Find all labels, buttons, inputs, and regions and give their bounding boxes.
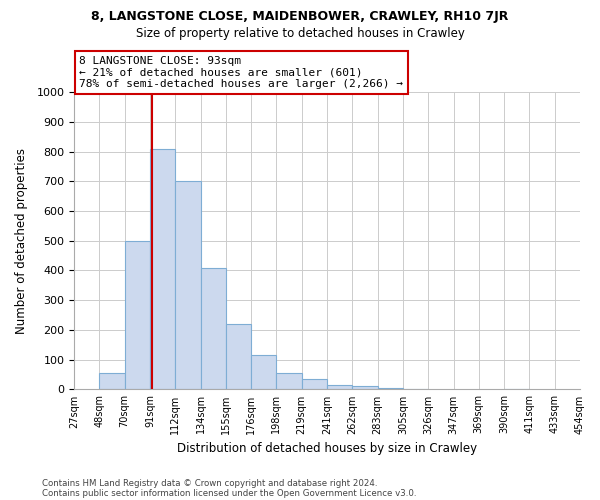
X-axis label: Distribution of detached houses by size in Crawley: Distribution of detached houses by size … [177,442,477,455]
Y-axis label: Number of detached properties: Number of detached properties [15,148,28,334]
Bar [403,389,428,390]
Text: Contains HM Land Registry data © Crown copyright and database right 2024.: Contains HM Land Registry data © Crown c… [42,478,377,488]
Text: 8 LANGSTONE CLOSE: 93sqm
← 21% of detached houses are smaller (601)
78% of semi-: 8 LANGSTONE CLOSE: 93sqm ← 21% of detach… [79,56,403,89]
Text: Contains public sector information licensed under the Open Government Licence v3: Contains public sector information licen… [42,488,416,498]
Bar [175,182,200,390]
Bar [200,268,226,390]
Bar [377,388,403,390]
Bar [100,373,125,390]
Bar [277,373,302,390]
Text: 8, LANGSTONE CLOSE, MAIDENBOWER, CRAWLEY, RH10 7JR: 8, LANGSTONE CLOSE, MAIDENBOWER, CRAWLEY… [91,10,509,23]
Bar [125,240,150,390]
Bar [327,385,352,390]
Bar [226,324,251,390]
Bar [302,379,327,390]
Bar [251,355,277,390]
Bar [352,386,377,390]
Bar [504,389,529,390]
Text: Size of property relative to detached houses in Crawley: Size of property relative to detached ho… [136,28,464,40]
Bar [150,148,175,390]
